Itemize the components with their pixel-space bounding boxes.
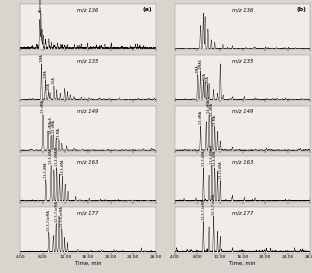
Text: 1-MA: 1-MA [39, 54, 43, 62]
Text: 1,3-dMA: 1,3-dMA [198, 111, 202, 124]
Text: 1,3,5,7-teMA: 1,3,5,7-teMA [47, 209, 51, 231]
Text: m/z 135: m/z 135 [232, 58, 253, 63]
Text: m/z 136: m/z 136 [77, 7, 99, 12]
Text: 1,4-dMAc1: 1,4-dMAc1 [207, 95, 211, 113]
Text: 1,3-dMA: 1,3-dMA [41, 99, 45, 113]
Text: 1,4-dMA: 1,4-dMA [210, 102, 214, 116]
Text: m/z 163: m/z 163 [77, 160, 99, 165]
X-axis label: Time, min: Time, min [75, 261, 101, 266]
Text: 1,3,5-tMA: 1,3,5-tMA [44, 162, 48, 178]
Text: 1,2-dMA: 1,2-dMA [51, 119, 55, 133]
Text: 1,2,5,6-teMA: 1,2,5,6-teMA [60, 205, 64, 227]
Text: 2-MA: 2-MA [43, 70, 47, 78]
Text: 1,2,5,7-teMA: 1,2,5,7-teMA [54, 200, 58, 222]
Text: 1-EA: 1-EA [203, 73, 207, 80]
Text: 1,3,6-tMA: 1,3,6-tMA [49, 147, 53, 164]
Text: 2,3-MA: 2,3-MA [57, 127, 61, 139]
Text: 1,2,5,7-teMA: 1,2,5,7-teMA [212, 193, 216, 215]
Text: 1,3,13-tMA: 1,3,13-tMA [218, 161, 222, 179]
Text: m/z 149: m/z 149 [77, 109, 99, 114]
X-axis label: Time, min: Time, min [229, 261, 256, 266]
Text: 2-EA: 2-EA [205, 75, 209, 83]
Text: 2-MA5: 2-MA5 [198, 59, 202, 69]
Text: m/z 135: m/z 135 [77, 58, 99, 63]
Text: 1,3,5-tMA: 1,3,5-tMA [60, 159, 64, 175]
Text: 1,3,6-tMAc8: 1,3,6-tMAc8 [210, 144, 214, 164]
Text: (b): (b) [296, 7, 306, 12]
Text: 1,2,5,7-teMA: 1,2,5,7-teMA [201, 198, 205, 220]
Text: (a): (a) [142, 7, 152, 12]
Text: 1-MA: 1-MA [196, 64, 200, 73]
Text: Adamantane: Adamantane [39, 0, 43, 11]
Text: m/z 177: m/z 177 [232, 210, 253, 215]
Text: 1,3,4-tMAc8: 1,3,4-tMAc8 [55, 146, 59, 166]
Text: 1,4-dMAc8: 1,4-dMAc8 [49, 116, 53, 134]
Text: m/z 136: m/z 136 [232, 7, 253, 12]
Text: 1-EA: 1-EA [52, 77, 56, 84]
Text: 2,3-MA: 2,3-MA [213, 114, 217, 126]
Text: 2-EA: 2-EA [46, 82, 51, 90]
Text: m/z 177: m/z 177 [77, 210, 99, 215]
Text: 1,2,4-tMA: 1,2,4-tMA [213, 150, 217, 167]
Text: 1,3,5-tMA: 1,3,5-tMA [201, 150, 205, 166]
Text: m/z 149: m/z 149 [232, 109, 253, 114]
Text: m/z 163: m/z 163 [232, 160, 253, 165]
